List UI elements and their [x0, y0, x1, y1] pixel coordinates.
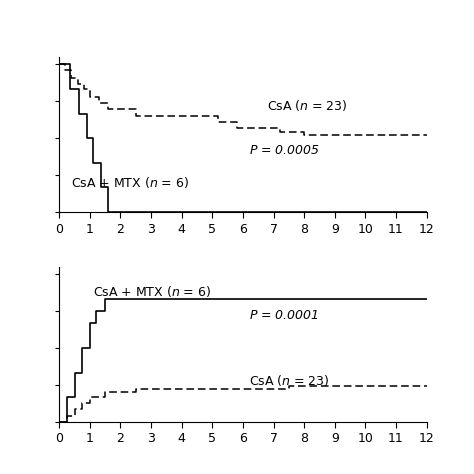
- Text: CsA ($n$ = 23): CsA ($n$ = 23): [249, 373, 330, 388]
- Text: CsA + MTX ($n$ = 6): CsA + MTX ($n$ = 6): [72, 175, 190, 190]
- Text: CsA + MTX ($n$ = 6): CsA + MTX ($n$ = 6): [93, 284, 211, 299]
- Text: CsA ($n$ = 23): CsA ($n$ = 23): [267, 98, 348, 113]
- Text: $P$ = 0.0005: $P$ = 0.0005: [249, 144, 320, 156]
- Text: $P$ = 0.0001: $P$ = 0.0001: [249, 309, 319, 322]
